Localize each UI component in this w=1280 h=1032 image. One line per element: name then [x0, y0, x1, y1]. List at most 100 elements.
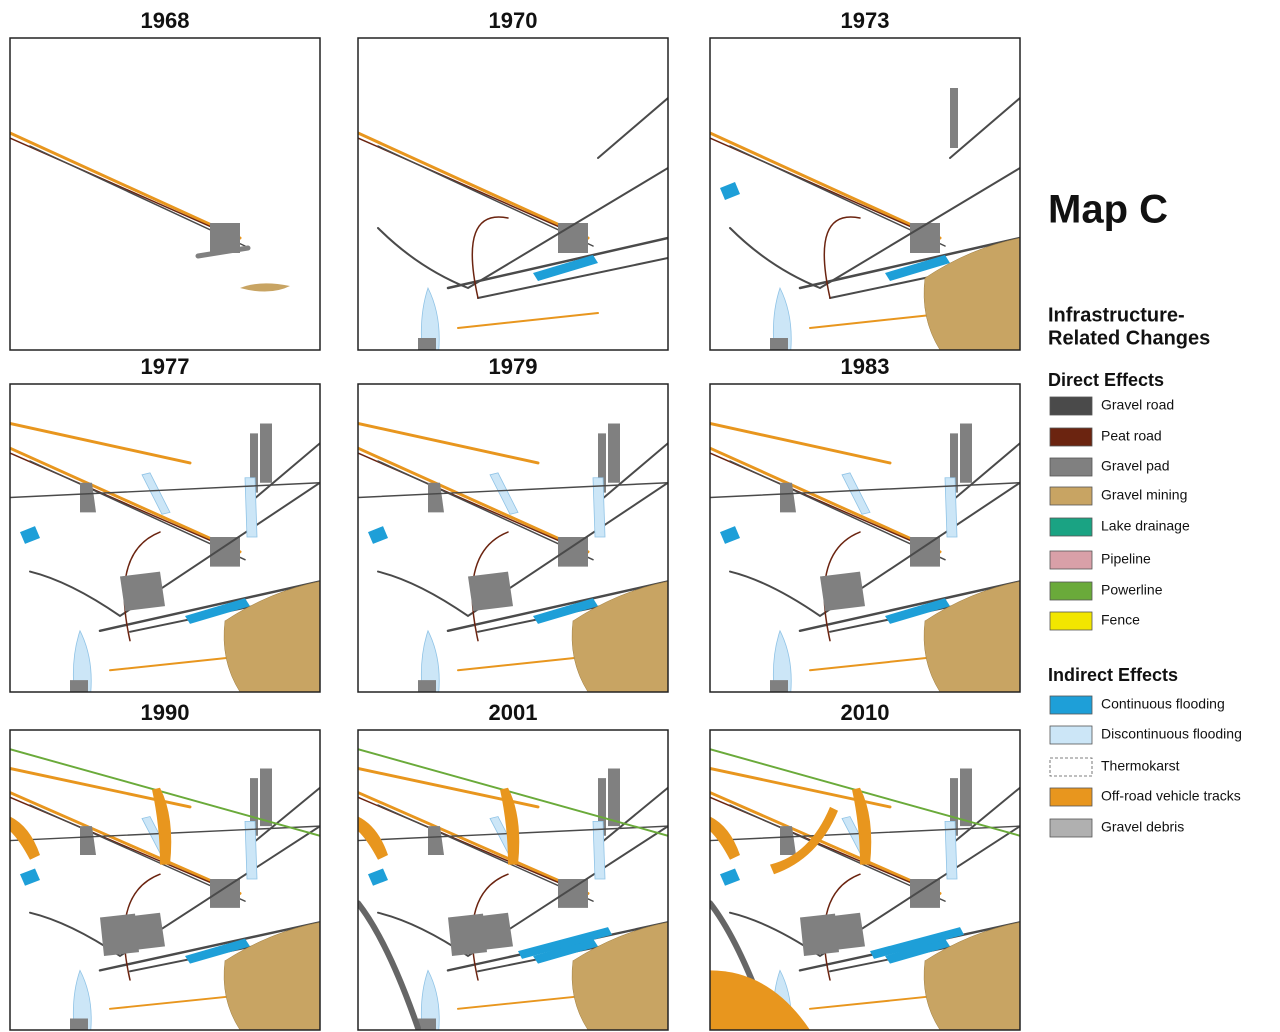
map-feature — [910, 223, 940, 253]
map-feature — [949, 97, 1020, 159]
legend-label: Continuous flooding — [1101, 696, 1225, 712]
legend-section-title: Direct Effects — [1048, 370, 1164, 390]
map-feature — [244, 820, 258, 880]
map-feature — [80, 826, 96, 855]
map-panel — [710, 88, 1020, 350]
map-title: Map C — [1048, 188, 1168, 232]
map-feature — [10, 816, 40, 860]
legend-label: Thermokarst — [1101, 758, 1180, 774]
map-feature — [729, 145, 946, 247]
map-feature — [377, 460, 594, 561]
map-feature — [597, 786, 668, 847]
map-feature — [533, 938, 598, 964]
map-feature — [457, 312, 599, 329]
map-feature — [10, 791, 242, 895]
map-feature — [29, 825, 320, 958]
map-feature — [10, 446, 242, 554]
map-feature — [571, 581, 668, 692]
panel-frame — [357, 729, 669, 1031]
panel-frame — [709, 37, 1021, 351]
map-feature — [533, 598, 598, 624]
map-feature — [710, 446, 942, 554]
panel-frame — [709, 383, 1021, 693]
panel-frame — [9, 729, 321, 1031]
map-feature — [780, 826, 796, 855]
map-feature — [923, 922, 1020, 1030]
panel-title: 1990 — [141, 700, 190, 725]
map-feature — [10, 422, 192, 465]
legend-heading: Related Changes — [1048, 327, 1210, 349]
map-feature — [260, 768, 272, 827]
map-feature — [923, 581, 1020, 692]
map-panel — [358, 422, 668, 692]
map-feature — [420, 286, 440, 350]
map-feature — [500, 787, 520, 865]
map-feature — [80, 482, 96, 513]
map-feature — [772, 286, 792, 350]
map-feature — [770, 338, 788, 350]
map-feature — [770, 680, 788, 692]
map-feature — [358, 446, 590, 554]
map-feature — [377, 145, 594, 247]
map-feature — [377, 481, 668, 618]
legend-label: Gravel road — [1101, 397, 1174, 413]
map-feature — [477, 257, 668, 299]
map-feature — [471, 531, 509, 642]
map-feature — [446, 236, 668, 290]
map-feature — [960, 768, 972, 827]
legend-heading: Infrastructure- — [1048, 304, 1185, 326]
panel-title: 1970 — [489, 8, 538, 33]
map-feature — [820, 571, 865, 612]
map-feature — [608, 768, 620, 827]
map-feature — [70, 1018, 88, 1030]
map-feature — [944, 820, 958, 880]
legend-section-title: Indirect Effects — [1048, 665, 1178, 685]
panel-title: 2010 — [841, 700, 890, 725]
map-feature — [29, 804, 246, 902]
map-feature — [249, 442, 320, 504]
map-feature — [950, 88, 958, 148]
map-feature — [710, 791, 942, 895]
map-panel — [358, 97, 668, 350]
map-feature — [533, 255, 598, 281]
map-panel — [10, 748, 320, 1030]
map-feature — [798, 236, 1020, 290]
map-feature — [823, 216, 861, 299]
map-feature — [770, 806, 838, 875]
map-feature — [358, 422, 540, 465]
map-feature — [949, 786, 1020, 847]
map-feature — [518, 927, 612, 959]
panel-frame — [9, 37, 321, 351]
map-feature — [358, 816, 388, 860]
panel-frame — [9, 383, 321, 693]
map-feature — [823, 531, 861, 642]
map-feature — [377, 804, 594, 902]
legend-swatch — [1049, 725, 1093, 745]
map-feature — [98, 921, 320, 972]
legend-label: Gravel debris — [1101, 819, 1184, 835]
map-feature — [720, 182, 740, 200]
map-feature — [72, 629, 92, 692]
map-feature — [729, 825, 1020, 958]
map-feature — [20, 868, 40, 886]
legend-label: Powerline — [1101, 582, 1163, 598]
map-feature — [729, 481, 1020, 618]
map-feature — [710, 422, 892, 465]
map-feature — [123, 873, 161, 981]
legend-label: Fence — [1101, 612, 1140, 628]
map-feature — [729, 804, 946, 902]
map-feature — [420, 629, 440, 692]
map-feature — [377, 167, 668, 290]
map-feature — [20, 526, 40, 544]
map-feature — [377, 825, 668, 958]
map-panel — [710, 422, 1020, 692]
panel-title: 1973 — [841, 8, 890, 33]
legend-swatch — [1049, 695, 1093, 715]
map-feature — [885, 598, 950, 624]
map-feature — [358, 791, 590, 895]
legend-swatch — [1049, 550, 1093, 570]
map-feature — [608, 423, 620, 483]
map-feature — [10, 131, 242, 240]
legend-swatch — [1049, 581, 1093, 601]
map-feature — [120, 571, 165, 612]
